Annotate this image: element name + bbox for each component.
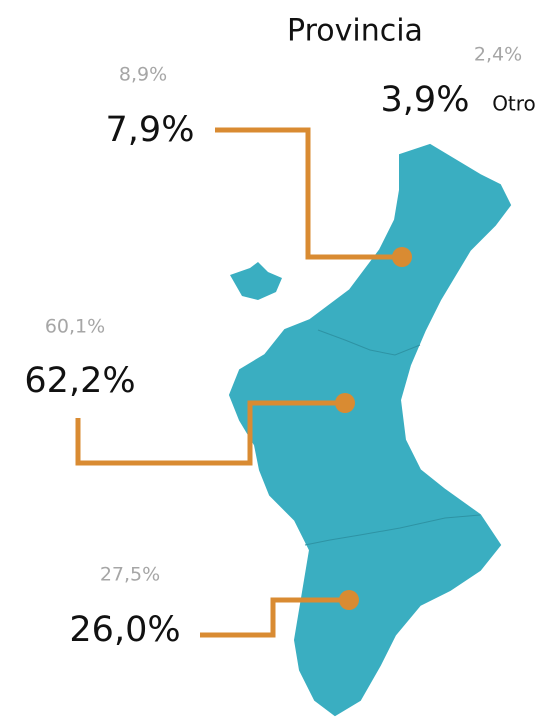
region-current: 62,2% — [24, 361, 135, 401]
connector — [215, 127, 402, 260]
connector-dot — [339, 590, 359, 610]
title: Provincia — [287, 14, 423, 49]
other-previous: 2,4% — [474, 44, 522, 66]
enclave-map — [230, 262, 282, 300]
region-current: 26,0% — [69, 610, 180, 650]
province-border — [304, 514, 481, 546]
region-current: 7,9% — [106, 110, 195, 150]
region-previous: 27,5% — [100, 564, 160, 586]
other-current: 3,9% — [381, 80, 470, 120]
region-previous: 60,1% — [45, 316, 105, 338]
other-label: Otro — [492, 92, 536, 116]
connector-dot — [335, 393, 355, 413]
connector — [200, 597, 349, 638]
region-map — [228, 143, 512, 717]
province-border — [317, 329, 421, 356]
connector — [75, 400, 345, 466]
region-previous: 8,9% — [119, 64, 167, 86]
connector-dot — [392, 247, 412, 267]
